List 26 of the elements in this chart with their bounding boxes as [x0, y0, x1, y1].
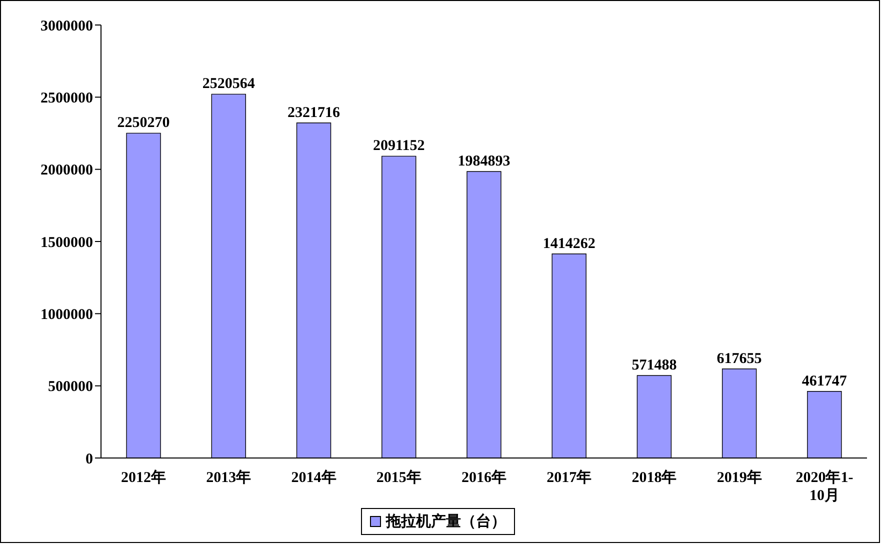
y-tick-label: 0 — [86, 451, 93, 468]
data-label: 1414262 — [542, 236, 596, 252]
y-tick-label: 1000000 — [40, 306, 93, 323]
data-label: 2250270 — [117, 115, 170, 132]
y-tick-label: 1500000 — [40, 234, 93, 251]
data-label: 2091152 — [373, 138, 425, 154]
x-tick-label: 2012年 — [121, 469, 166, 486]
y-tick-label: 500000 — [48, 379, 93, 396]
data-label: 617655 — [716, 350, 762, 367]
data-label: 2321716 — [288, 104, 341, 121]
x-tick-label: 2020年1-10月 — [796, 469, 854, 504]
x-tick-label: 2015年 — [376, 469, 422, 486]
y-tick-label: 2500000 — [40, 90, 93, 106]
data-label: 461747 — [802, 373, 848, 390]
data-label: 571488 — [632, 358, 677, 374]
x-tick-label: 2018年 — [632, 469, 677, 486]
x-tick-label: 2016年 — [462, 469, 506, 486]
data-label: 2520564 — [202, 76, 256, 92]
x-tick-label: 2013年 — [206, 469, 252, 486]
x-tick-label: 2019年 — [716, 469, 762, 486]
x-tick-label: 2017年 — [546, 469, 592, 486]
data-label: 1984893 — [458, 154, 510, 170]
legend-label: 拖拉机产量（台） — [384, 512, 506, 531]
y-tick-label: 3000000 — [40, 18, 93, 34]
x-tick-label: 2014年 — [291, 469, 336, 486]
y-tick-label: 2000000 — [40, 162, 93, 179]
